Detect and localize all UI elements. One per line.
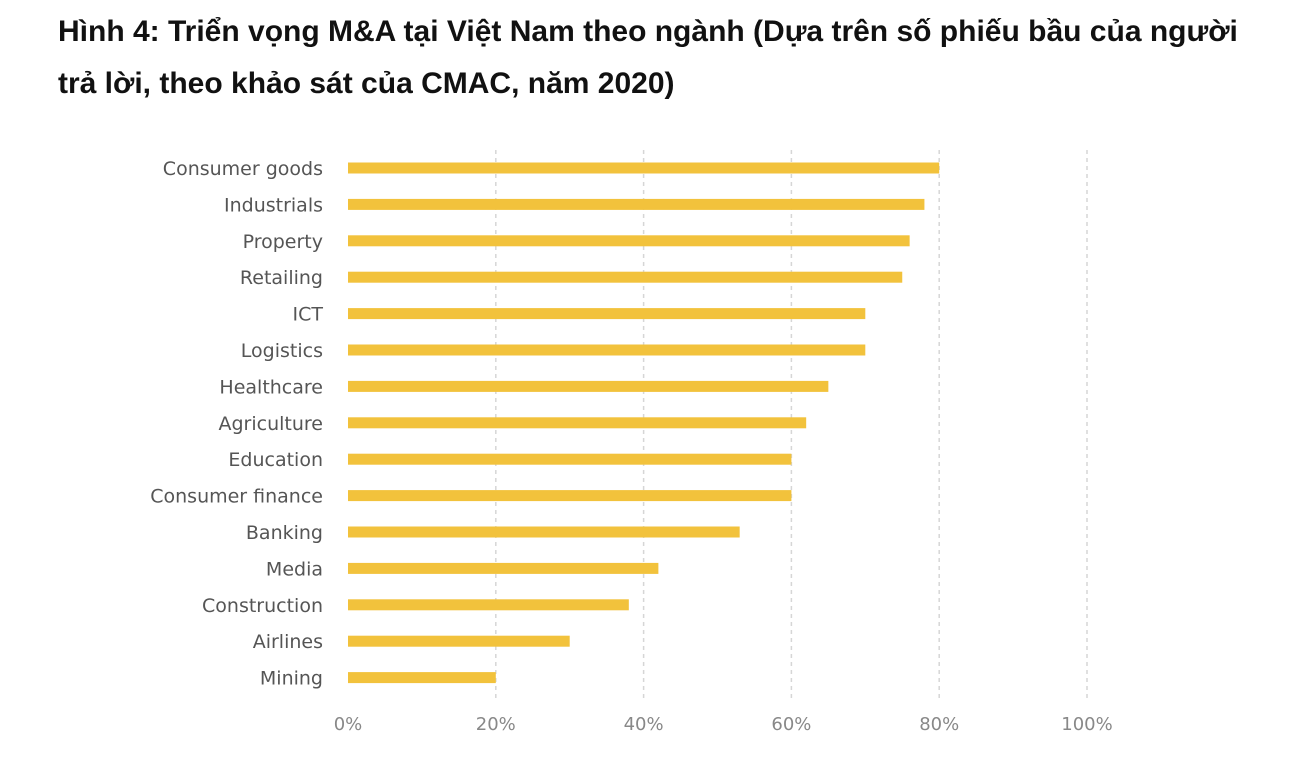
figure-title: Hình 4: Triển vọng M&A tại Việt Nam theo…: [58, 15, 1238, 100]
category-label: Healthcare: [219, 376, 323, 398]
x-tick-label: 0%: [334, 714, 363, 735]
category-label: Retailing: [240, 267, 323, 289]
bars: [348, 162, 940, 684]
category-label: Agriculture: [219, 413, 324, 435]
bar: [348, 672, 496, 684]
x-tick-label: 60%: [771, 714, 811, 735]
bar: [348, 235, 910, 247]
bar: [348, 453, 792, 465]
bar: [348, 308, 866, 320]
x-tick-label: 80%: [919, 714, 959, 735]
category-label: Property: [243, 231, 323, 253]
x-axis-tick-labels: 0% 20% 40% 60% 80% 100%: [334, 714, 1113, 735]
bar: [348, 599, 629, 611]
category-label: Logistics: [241, 340, 323, 362]
category-label: Consumer goods: [163, 158, 323, 180]
x-tick-label: 40%: [624, 714, 664, 735]
x-tick-label: 20%: [476, 714, 516, 735]
bar: [348, 417, 807, 429]
bar: [348, 635, 570, 647]
category-labels: Consumer goods Industrials Property Retaili…: [150, 158, 323, 690]
category-label: Construction: [202, 595, 323, 617]
bar: [348, 162, 940, 174]
x-tick-label: 100%: [1061, 714, 1112, 735]
bar: [348, 562, 659, 574]
bar: [348, 271, 903, 283]
category-label: Banking: [246, 522, 323, 544]
bar: [348, 526, 740, 538]
bar: [348, 198, 925, 210]
category-label: Media: [266, 558, 323, 580]
bar: [348, 490, 792, 502]
category-label: ICT: [293, 304, 324, 326]
bar: [348, 344, 866, 356]
bar: [348, 380, 829, 392]
category-label: Education: [228, 449, 323, 471]
category-label: Consumer finance: [150, 486, 323, 508]
category-label: Airlines: [253, 631, 323, 653]
category-label: Industrials: [224, 194, 323, 216]
category-label: Mining: [260, 668, 323, 690]
